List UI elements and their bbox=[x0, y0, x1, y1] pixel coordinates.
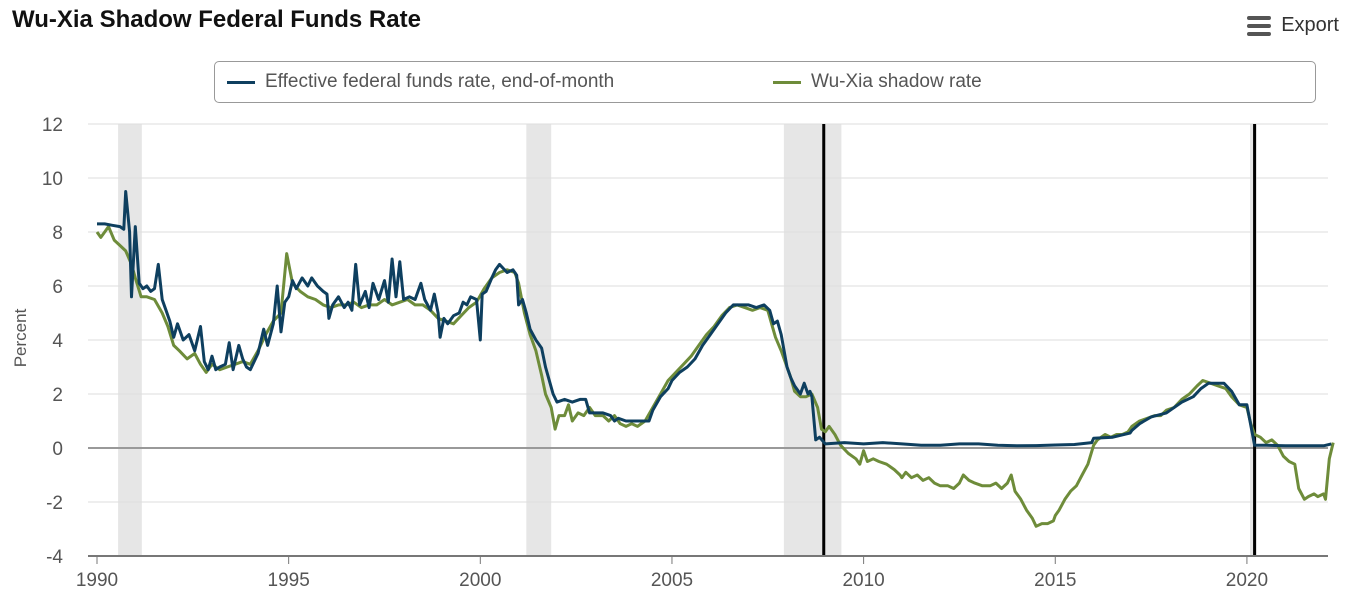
x-tick-label: 1995 bbox=[268, 570, 310, 591]
y-tick-label: 2 bbox=[52, 385, 63, 406]
x-tick-label: 2015 bbox=[1034, 570, 1076, 591]
legend-label-shadow-rate[interactable]: Wu-Xia shadow rate bbox=[811, 71, 982, 92]
shadow-rate-line bbox=[95, 225, 1335, 528]
legend-item-shadow-rate[interactable]: Wu-Xia shadow rate bbox=[773, 62, 982, 102]
x-tick-label: 2020 bbox=[1226, 570, 1268, 591]
legend-label-effective-ffr[interactable]: Effective federal funds rate, end-of-mon… bbox=[265, 71, 615, 92]
hamburger-menu-icon[interactable] bbox=[1247, 15, 1272, 36]
y-tick-label: 6 bbox=[52, 277, 63, 298]
y-tick-label: -4 bbox=[46, 547, 63, 568]
y-tick-label: 10 bbox=[42, 169, 63, 190]
y-axis-title: Percent bbox=[11, 308, 30, 367]
y-tick-label: 8 bbox=[52, 223, 63, 244]
export-button[interactable]: Export bbox=[1247, 14, 1339, 37]
legend-swatch-effective-ffr bbox=[227, 80, 255, 84]
legend-swatch-shadow-rate bbox=[773, 80, 801, 84]
x-tick-label: 2010 bbox=[842, 570, 884, 591]
chart-legend: Effective federal funds rate, end-of-mon… bbox=[214, 61, 1316, 103]
export-label[interactable]: Export bbox=[1281, 14, 1339, 36]
y-tick-label: 4 bbox=[52, 331, 63, 352]
x-tick-label: 1990 bbox=[76, 570, 118, 591]
effective-ffr-line bbox=[97, 190, 1332, 448]
x-tick-label: 2005 bbox=[651, 570, 693, 591]
y-tick-label: 12 bbox=[42, 115, 63, 136]
y-tick-label: -2 bbox=[46, 493, 63, 514]
y-tick-label: 0 bbox=[52, 439, 63, 460]
chart-title: Wu-Xia Shadow Federal Funds Rate bbox=[12, 6, 421, 33]
x-tick-label: 2000 bbox=[459, 570, 501, 591]
legend-item-effective-ffr[interactable]: Effective federal funds rate, end-of-mon… bbox=[227, 62, 614, 102]
